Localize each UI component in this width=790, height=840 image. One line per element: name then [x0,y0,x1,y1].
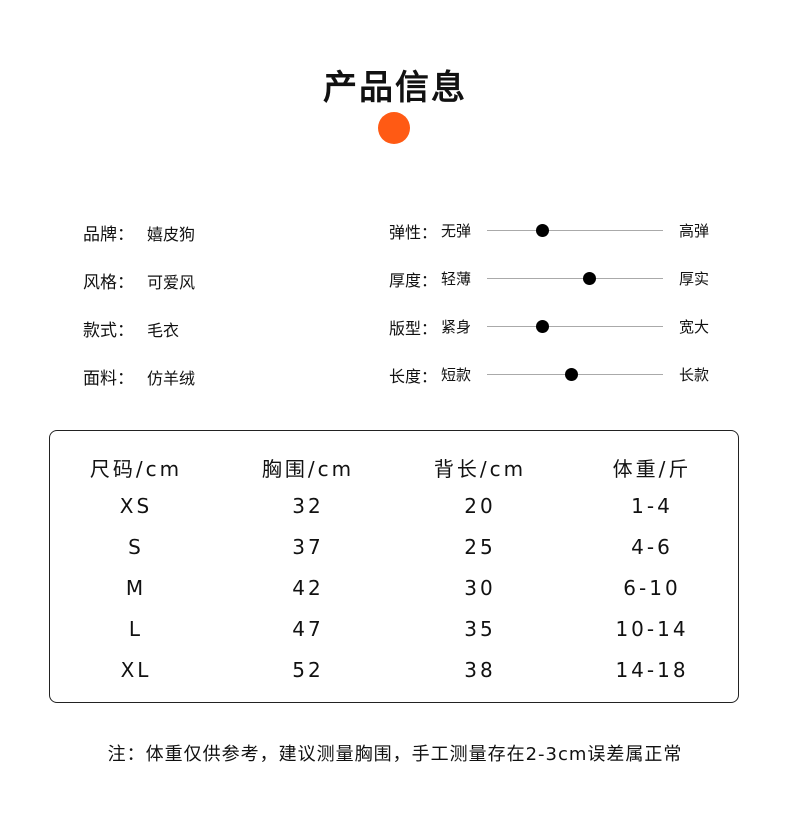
scale-label: 长度： [389,367,438,386]
attribute-value: 嬉皮狗 [147,225,196,244]
table-cell: 20 [464,494,496,518]
table-cell: XL [120,658,152,682]
attribute-item: 款式： 毛衣 [83,316,179,341]
header-cell: 背长/cm [433,457,527,481]
size-table: 尺码/cm 胸围/cm 背长/cm 体重/斤 XS 32 20 1-4 S 37 25 4-6… [49,430,739,703]
page-title: 产品信息 [323,68,467,108]
scale-high-label: 厚实 [679,270,710,288]
scale-track [487,368,663,381]
accent-dot [378,112,410,144]
scale-item: 版型： 紧身 宽大 [389,315,719,339]
scale-item: 长度： 短款 长款 [389,363,719,387]
scale-knob [565,368,579,381]
table-cell: 6-10 [623,576,681,600]
table-row: L 47 35 10-14 [50,617,740,641]
scale-knob [583,272,597,285]
attribute-value: 可爱风 [147,273,196,292]
table-row: M 42 30 6-10 [50,576,740,600]
table-cell: 32 [292,494,324,518]
table-cell: 42 [292,576,324,600]
scale-item: 厚度： 轻薄 厚实 [389,267,719,291]
scale-track [487,320,663,333]
table-cell: M [125,576,147,600]
scale-track [487,224,663,237]
table-cell: S [128,535,144,559]
table-cell: 30 [464,576,496,600]
table-cell: 37 [292,535,324,559]
table-cell: 4-6 [631,535,673,559]
table-row: S 37 25 4-6 [50,535,740,559]
table-cell: 25 [464,535,496,559]
scale-label: 厚度： [389,271,438,290]
scale-low-label: 轻薄 [441,270,472,288]
attribute-label: 款式： [83,321,134,341]
table-cell: 14-18 [615,658,689,682]
header-cell: 体重/斤 [612,457,692,481]
scale-label: 弹性： [389,223,438,242]
size-note: 注：体重仅供参考，建议测量胸围，手工测量存在2-3cm误差属正常 [107,744,683,765]
header-cell: 尺码/cm [89,457,183,481]
scale-knob [535,320,549,333]
table-cell: 1-4 [631,494,673,518]
scale-high-label: 长款 [679,366,710,384]
attribute-label: 风格： [83,273,134,293]
table-header: 尺码/cm 胸围/cm 背长/cm 体重/斤 [50,453,740,482]
attribute-label: 品牌： [83,225,134,245]
table-cell: 47 [292,617,324,641]
attribute-item: 品牌： 嬉皮狗 [83,220,195,245]
table-cell: 52 [292,658,324,682]
attribute-item: 面料： 仿羊绒 [83,364,195,389]
table-cell: XS [119,494,153,518]
scale-high-label: 高弹 [679,222,710,240]
scale-high-label: 宽大 [679,318,710,336]
attribute-item: 风格： 可爱风 [83,268,195,293]
attribute-label: 面料： [83,369,134,389]
table-cell: 38 [464,658,496,682]
table-cell: 35 [464,617,496,641]
attribute-value: 仿羊绒 [147,369,196,388]
header-cell: 胸围/cm [261,457,355,481]
table-row: XL 52 38 14-18 [50,658,740,682]
scale-low-label: 无弹 [441,222,472,240]
table-cell: L [128,617,144,641]
scale-low-label: 紧身 [441,318,472,336]
scale-label: 版型： [389,319,438,338]
scale-item: 弹性： 无弹 高弹 [389,219,719,243]
table-cell: 10-14 [615,617,689,641]
scale-knob [535,224,549,237]
table-row: XS 32 20 1-4 [50,494,740,518]
scale-track [487,272,663,285]
scale-low-label: 短款 [441,366,472,384]
attribute-value: 毛衣 [147,321,180,340]
